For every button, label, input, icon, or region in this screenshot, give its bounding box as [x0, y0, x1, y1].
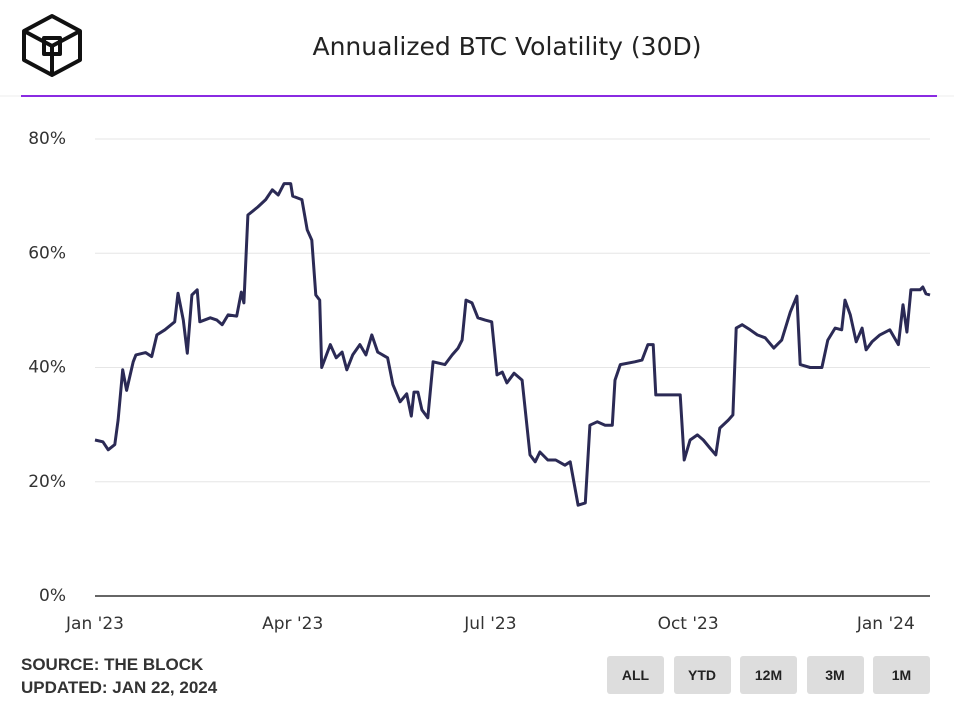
y-tick-label: 40%: [28, 358, 66, 378]
range-button[interactable]: YTD: [673, 656, 731, 694]
logo: [22, 14, 82, 77]
range-button[interactable]: ALL: [607, 656, 664, 694]
y-tick-label: 20%: [28, 472, 66, 492]
updated: UPDATED: JAN 22, 2024: [21, 678, 218, 697]
x-tick-label: Jul '23: [463, 614, 516, 634]
x-tick-label: Jan '24: [856, 614, 915, 634]
y-tick-label: 80%: [28, 129, 66, 149]
y-tick-label: 0%: [39, 586, 66, 606]
range-button[interactable]: 12M: [740, 656, 797, 694]
range-button[interactable]: 1M: [873, 656, 930, 694]
source: SOURCE: THE BLOCK: [21, 655, 204, 674]
chart: Annualized BTC Volatility (30D) 0% 20% 40%…: [0, 14, 954, 634]
range-button[interactable]: 3M: [806, 656, 864, 694]
x-tick-label: Oct '23: [658, 614, 719, 634]
x-tick-label: Jan '23: [65, 614, 124, 634]
line: [94, 182, 931, 507]
chart-title: Annualized BTC Volatility (30D): [312, 32, 701, 61]
y-tick-label: 60%: [28, 243, 66, 263]
x-tick-label: Apr '23: [262, 614, 323, 634]
